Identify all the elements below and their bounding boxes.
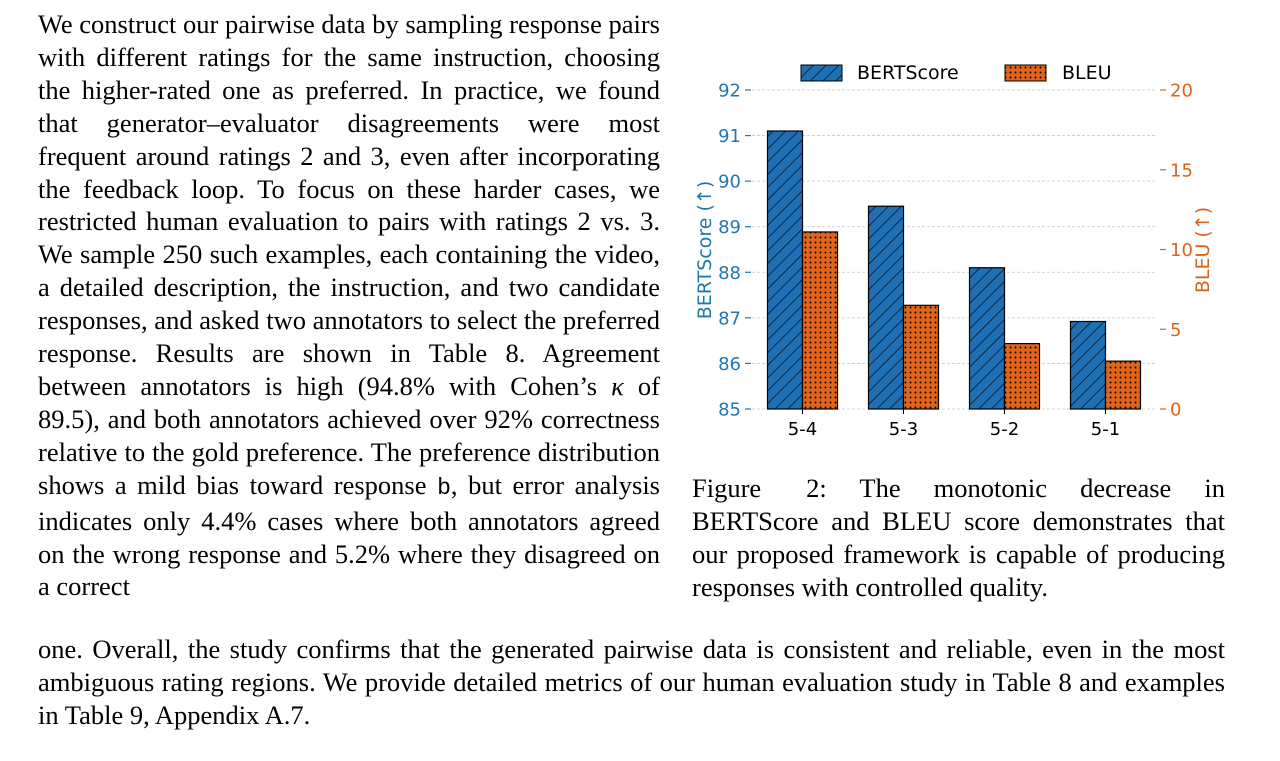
figure-caption: Figure 2: The monotonic decrease in BERT… xyxy=(692,472,1225,604)
paragraph-text-3: , but error analysis indicates only 4.4%… xyxy=(38,469,660,602)
y-axis-label-right: BLEU (↑) xyxy=(1192,207,1214,293)
kappa-symbol: κ xyxy=(611,370,624,401)
bar-bleu-dots xyxy=(1104,360,1142,410)
left-tick-label: 87 xyxy=(718,308,741,329)
caption-label: Figure 2: xyxy=(692,473,827,503)
right-tick-label: 10 xyxy=(1170,240,1193,261)
body-paragraph-left: We construct our pairwise data by sampli… xyxy=(38,8,660,603)
left-tick-label: 89 xyxy=(718,217,741,238)
body-paragraph-bottom: one. Overall, the study confirms that th… xyxy=(38,634,1225,730)
caption-text: The monotonic decrease in BERTScore and … xyxy=(692,473,1225,602)
legend: BERTScore BLEU xyxy=(800,62,1112,84)
bar-bleu-dots xyxy=(902,304,940,410)
x-tick-label: 5-4 xyxy=(788,419,817,440)
response-b-code: b xyxy=(437,474,451,501)
legend-swatch-bertscore-hatch xyxy=(800,64,843,82)
left-tick-label: 85 xyxy=(718,400,741,421)
left-tick-label: 88 xyxy=(718,263,741,284)
legend-label-bleu: BLEU xyxy=(1062,62,1112,84)
left-tick-label: 92 xyxy=(718,81,741,102)
right-tick-label: 20 xyxy=(1170,81,1193,102)
bars xyxy=(766,130,1142,410)
bar-bertscore-hatch xyxy=(867,205,905,410)
bar-bleu-dots xyxy=(1003,343,1041,410)
bar-bertscore-hatch xyxy=(766,130,804,410)
x-tick-label: 5-2 xyxy=(990,419,1019,440)
figure-2-chart: 85 86 87 88 89 90 91 92 0 5 10 15 20 5-4 5-3 5-2 5-1 BER… xyxy=(694,62,1214,441)
left-tick-label: 86 xyxy=(718,354,741,375)
legend-label-bertscore: BERTScore xyxy=(857,62,959,84)
paragraph-text-2: of 89.5), and both annotators achieved o… xyxy=(38,370,660,500)
x-tick-label: 5-3 xyxy=(889,419,918,440)
bar-bertscore-hatch xyxy=(968,267,1006,410)
right-tick-label: 15 xyxy=(1170,160,1193,181)
left-tick-label: 91 xyxy=(718,126,741,147)
right-tick-label: 5 xyxy=(1170,320,1181,341)
x-tick-label: 5-1 xyxy=(1091,419,1120,440)
y-axis-label-left: BERTScore (↑) xyxy=(694,181,716,319)
right-tick-label: 0 xyxy=(1170,400,1181,421)
axes: 85 86 87 88 89 90 91 92 0 5 10 15 20 5-4 5-3 5-2 5-1 xyxy=(718,81,1193,441)
bar-bleu-dots xyxy=(801,231,839,410)
left-tick-label: 90 xyxy=(718,172,741,193)
paragraph-text-1: We construct our pairwise data by sampli… xyxy=(38,9,660,401)
legend-swatch-bleu-dots xyxy=(1004,64,1047,82)
bar-bertscore-hatch xyxy=(1069,320,1107,410)
